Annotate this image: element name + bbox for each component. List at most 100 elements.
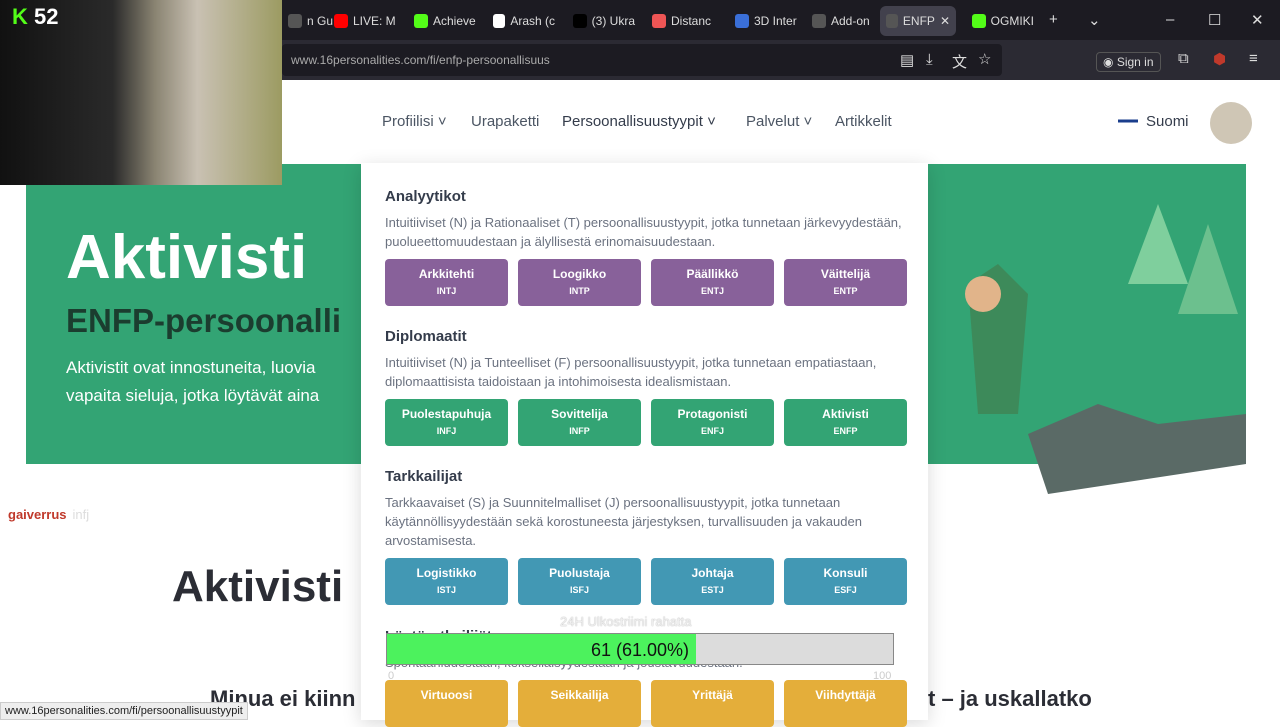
tab-0[interactable]: n Gu xyxy=(282,6,356,36)
type-button[interactable]: Virtuoosi xyxy=(385,680,508,727)
tab-list-icon[interactable]: ⌄ xyxy=(1088,12,1101,29)
group-description: Tarkkaavaiset (S) ja Suunnitelmalliset (… xyxy=(385,495,862,548)
tab-9[interactable]: OGMIKI xyxy=(966,6,1040,36)
type-name: Sovittelija xyxy=(551,407,608,421)
kick-icon xyxy=(414,14,428,28)
finland-flag-icon xyxy=(1118,114,1138,128)
star-icon[interactable]: ☆ xyxy=(978,51,992,68)
kick-icon xyxy=(972,14,986,28)
type-code: INTP xyxy=(569,286,590,296)
nav-persoonallisuustyypit[interactable]: Persoonallisuustyypit ˅ xyxy=(562,113,716,130)
tab-7[interactable]: Add-on xyxy=(806,6,880,36)
save-icon[interactable]: ⤓ xyxy=(926,51,933,68)
hero-description: Aktivistit ovat innostuneita, luovia vapa… xyxy=(66,358,320,405)
type-button[interactable]: Arkkitehti INTJ xyxy=(385,259,508,306)
maximize-icon[interactable]: ☐ xyxy=(1208,12,1222,29)
section-subheading-right: t – ja uskallatko xyxy=(928,686,1092,711)
nav-urapaketti[interactable]: Urapaketti xyxy=(471,113,540,130)
type-code: ESFJ xyxy=(834,585,857,595)
16p-icon xyxy=(886,14,898,28)
type-name: Yrittäjä xyxy=(692,688,733,702)
type-button[interactable]: Konsuli ESFJ xyxy=(784,558,907,605)
type-button[interactable]: Sovittelija INFP xyxy=(518,399,641,446)
type-button[interactable]: Seikkailija xyxy=(518,680,641,727)
generic-icon xyxy=(288,14,302,28)
type-code: ENTJ xyxy=(700,286,724,296)
kick-icon: K xyxy=(12,4,28,29)
minimize-icon[interactable]: – xyxy=(1166,11,1175,28)
language-selector[interactable]: Suomi xyxy=(1118,113,1189,130)
type-name: Virtuoosi xyxy=(420,688,473,702)
puzzle-icon xyxy=(812,14,826,28)
type-group-1: Diplomaatit Intuitiiviset (N) ja Tunteell… xyxy=(385,328,907,446)
status-bar-url: www.16personalities.com/fi/persoonallisu… xyxy=(0,702,248,720)
globe-icon xyxy=(735,14,749,28)
type-name: Logistikko xyxy=(416,566,477,580)
hero-illustration xyxy=(928,164,1246,494)
type-name: Konsuli xyxy=(823,566,868,580)
tab-label: Add-on xyxy=(831,14,870,28)
goal-text: 61 (61.00%) xyxy=(590,640,690,660)
tab-label: OGMIKI xyxy=(990,14,1034,28)
type-name: Väittelijä xyxy=(820,267,871,281)
type-code: ENTP xyxy=(833,286,858,296)
nav-palvelut[interactable]: Palvelut ˅ xyxy=(746,113,813,130)
tab-label: Distanc xyxy=(671,14,712,28)
tab-3[interactable]: Arash (c xyxy=(487,6,561,36)
tab-4[interactable]: (3) Ukra xyxy=(567,6,641,36)
campaigner-illustration xyxy=(965,204,1246,494)
tab-8[interactable]: ENFP ✕ xyxy=(880,6,956,36)
reader-icon[interactable]: ▤ xyxy=(900,52,915,69)
type-code: ESTJ xyxy=(701,585,724,595)
nav-artikkelit[interactable]: Artikkelit xyxy=(835,113,892,130)
type-name: Arkkitehti xyxy=(418,267,475,281)
new-tab-icon[interactable]: + xyxy=(1049,11,1058,28)
type-button[interactable]: Johtaja ESTJ xyxy=(651,558,774,605)
type-code: ISFJ xyxy=(569,585,589,595)
translate-icon[interactable]: 文 xyxy=(952,54,968,71)
x-icon xyxy=(573,14,587,28)
stream-goal-bar: 61 (61.00%) xyxy=(386,633,894,665)
sign-in-button[interactable]: ◉ Sign in xyxy=(1096,52,1161,72)
tab-6[interactable]: 3D Inter xyxy=(729,6,803,36)
close-tab-icon[interactable]: ✕ xyxy=(939,14,950,28)
type-name: Päällikkö xyxy=(686,267,739,281)
type-button[interactable]: Yrittäjä xyxy=(651,680,774,727)
goal-title: 24H Ulkostriimi rahatta xyxy=(560,614,692,629)
tab-1[interactable]: LIVE: M xyxy=(328,6,402,36)
type-name: Puolustaja xyxy=(549,566,610,580)
group-description: Intuitiiviset (N) ja Rationaaliset (T) p… xyxy=(385,215,902,249)
section-heading: Aktivisti xyxy=(172,562,344,611)
type-button[interactable]: Viihdyttäjä xyxy=(784,680,907,727)
type-name: Protagonisti xyxy=(677,407,748,421)
type-code: ENFP xyxy=(833,426,858,436)
type-button[interactable]: Aktivisti ENFP xyxy=(784,399,907,446)
sign-in-label: Sign in xyxy=(1116,55,1154,69)
tab-2[interactable]: Achieve xyxy=(408,6,482,36)
group-title: Tarkkailijat xyxy=(385,468,463,485)
type-button[interactable]: Puolestapuhuja INFJ xyxy=(385,399,508,446)
wikipedia-icon xyxy=(493,14,506,28)
type-button[interactable]: Väittelijä ENTP xyxy=(784,259,907,306)
type-button[interactable]: Protagonisti ENFJ xyxy=(651,399,774,446)
type-button[interactable]: Loogikko INTP xyxy=(518,259,641,306)
menu-icon[interactable]: ≡ xyxy=(1249,50,1258,67)
url-field[interactable]: www.16personalities.com/fi/enfp-persoona… xyxy=(282,44,1002,76)
site-nav: Profiilisi ˅ Urapaketti Persoonallisuust… xyxy=(282,80,1280,164)
chat-user: gaiverrus xyxy=(8,507,67,522)
close-window-icon[interactable]: ✕ xyxy=(1251,12,1264,29)
extensions-icon[interactable]: ⧉ xyxy=(1178,50,1189,67)
type-code: ENFJ xyxy=(700,426,724,436)
type-button[interactable]: Puolustaja ISFJ xyxy=(518,558,641,605)
ublock-icon[interactable]: ⬢ xyxy=(1213,51,1227,68)
tab-label: Arash (c xyxy=(510,14,555,28)
avatar[interactable] xyxy=(1210,102,1252,144)
tab-5[interactable]: Distanc xyxy=(646,6,720,36)
type-group-0: Analyytikot Intuitiiviset (N) ja Rationaa… xyxy=(385,188,907,306)
chat-text: infj xyxy=(72,507,90,522)
type-button[interactable]: Päällikkö ENTJ xyxy=(651,259,774,306)
type-button[interactable]: Logistikko ISTJ xyxy=(385,558,508,605)
hero-banner: Aktivisti ENFP-persoonalli Aktivistit ov… xyxy=(26,164,361,464)
nav-profiilisi[interactable]: Profiilisi ˅ xyxy=(382,113,447,130)
hero-title: Aktivisti xyxy=(66,223,308,292)
